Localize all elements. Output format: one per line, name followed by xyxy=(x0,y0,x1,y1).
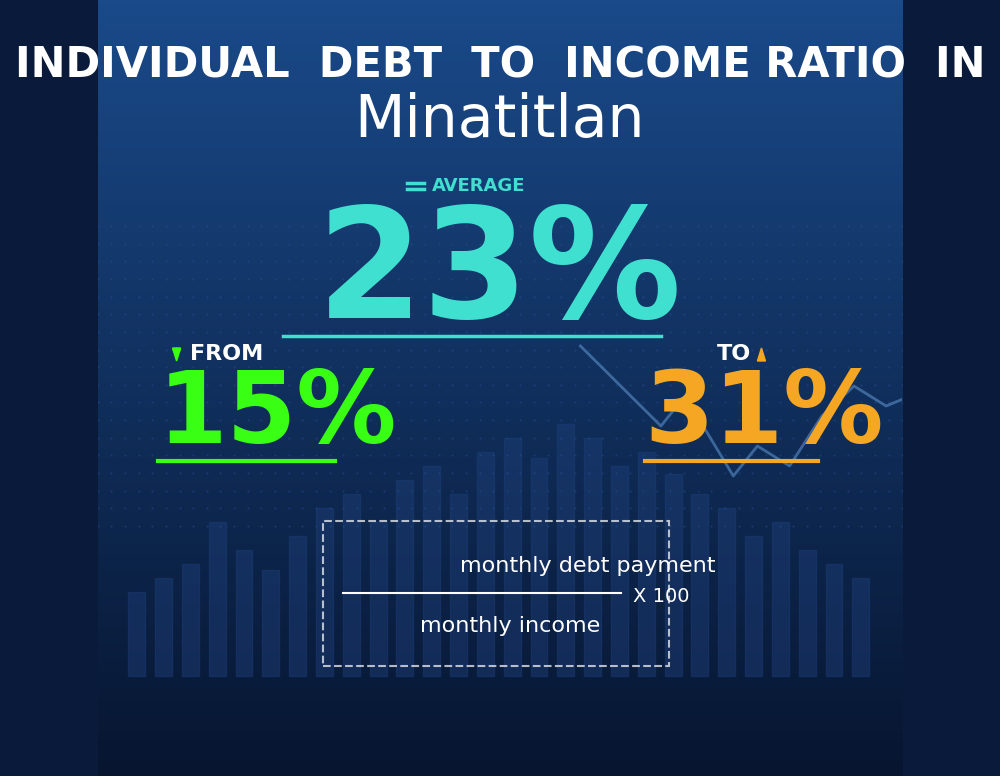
Bar xyxy=(128,592,145,676)
Text: 15%: 15% xyxy=(158,368,397,465)
Bar xyxy=(370,522,387,676)
Text: FROM: FROM xyxy=(190,344,264,364)
Bar xyxy=(611,466,628,676)
Bar xyxy=(826,564,842,676)
Bar xyxy=(289,536,306,676)
Text: INDIVIDUAL  DEBT  TO  INCOME RATIO  IN: INDIVIDUAL DEBT TO INCOME RATIO IN xyxy=(15,45,985,87)
Text: 23%: 23% xyxy=(317,202,683,351)
Bar xyxy=(531,458,547,676)
Bar xyxy=(557,424,574,676)
Bar xyxy=(584,438,601,676)
Bar xyxy=(477,452,494,676)
Bar xyxy=(718,508,735,676)
Bar xyxy=(665,474,682,676)
Bar xyxy=(691,494,708,676)
Bar xyxy=(799,550,816,676)
Bar xyxy=(262,570,279,676)
Bar xyxy=(450,494,467,676)
Text: AVERAGE: AVERAGE xyxy=(432,177,525,195)
Bar xyxy=(316,508,333,676)
Bar xyxy=(772,522,789,676)
Polygon shape xyxy=(757,348,765,361)
Bar xyxy=(155,578,172,676)
Bar xyxy=(396,480,413,676)
Bar xyxy=(638,452,655,676)
Bar xyxy=(852,578,869,676)
Bar xyxy=(504,438,521,676)
Text: monthly income: monthly income xyxy=(420,616,600,636)
Text: Minatitlan: Minatitlan xyxy=(355,92,645,150)
Text: monthly debt payment: monthly debt payment xyxy=(460,556,715,576)
Bar xyxy=(423,466,440,676)
Bar xyxy=(182,564,199,676)
Bar xyxy=(745,536,762,676)
Bar xyxy=(236,550,252,676)
Text: 31%: 31% xyxy=(645,368,884,465)
Bar xyxy=(209,522,226,676)
Polygon shape xyxy=(173,348,181,361)
Text: X 100: X 100 xyxy=(633,587,689,605)
Text: TO: TO xyxy=(717,344,751,364)
Bar xyxy=(343,494,360,676)
